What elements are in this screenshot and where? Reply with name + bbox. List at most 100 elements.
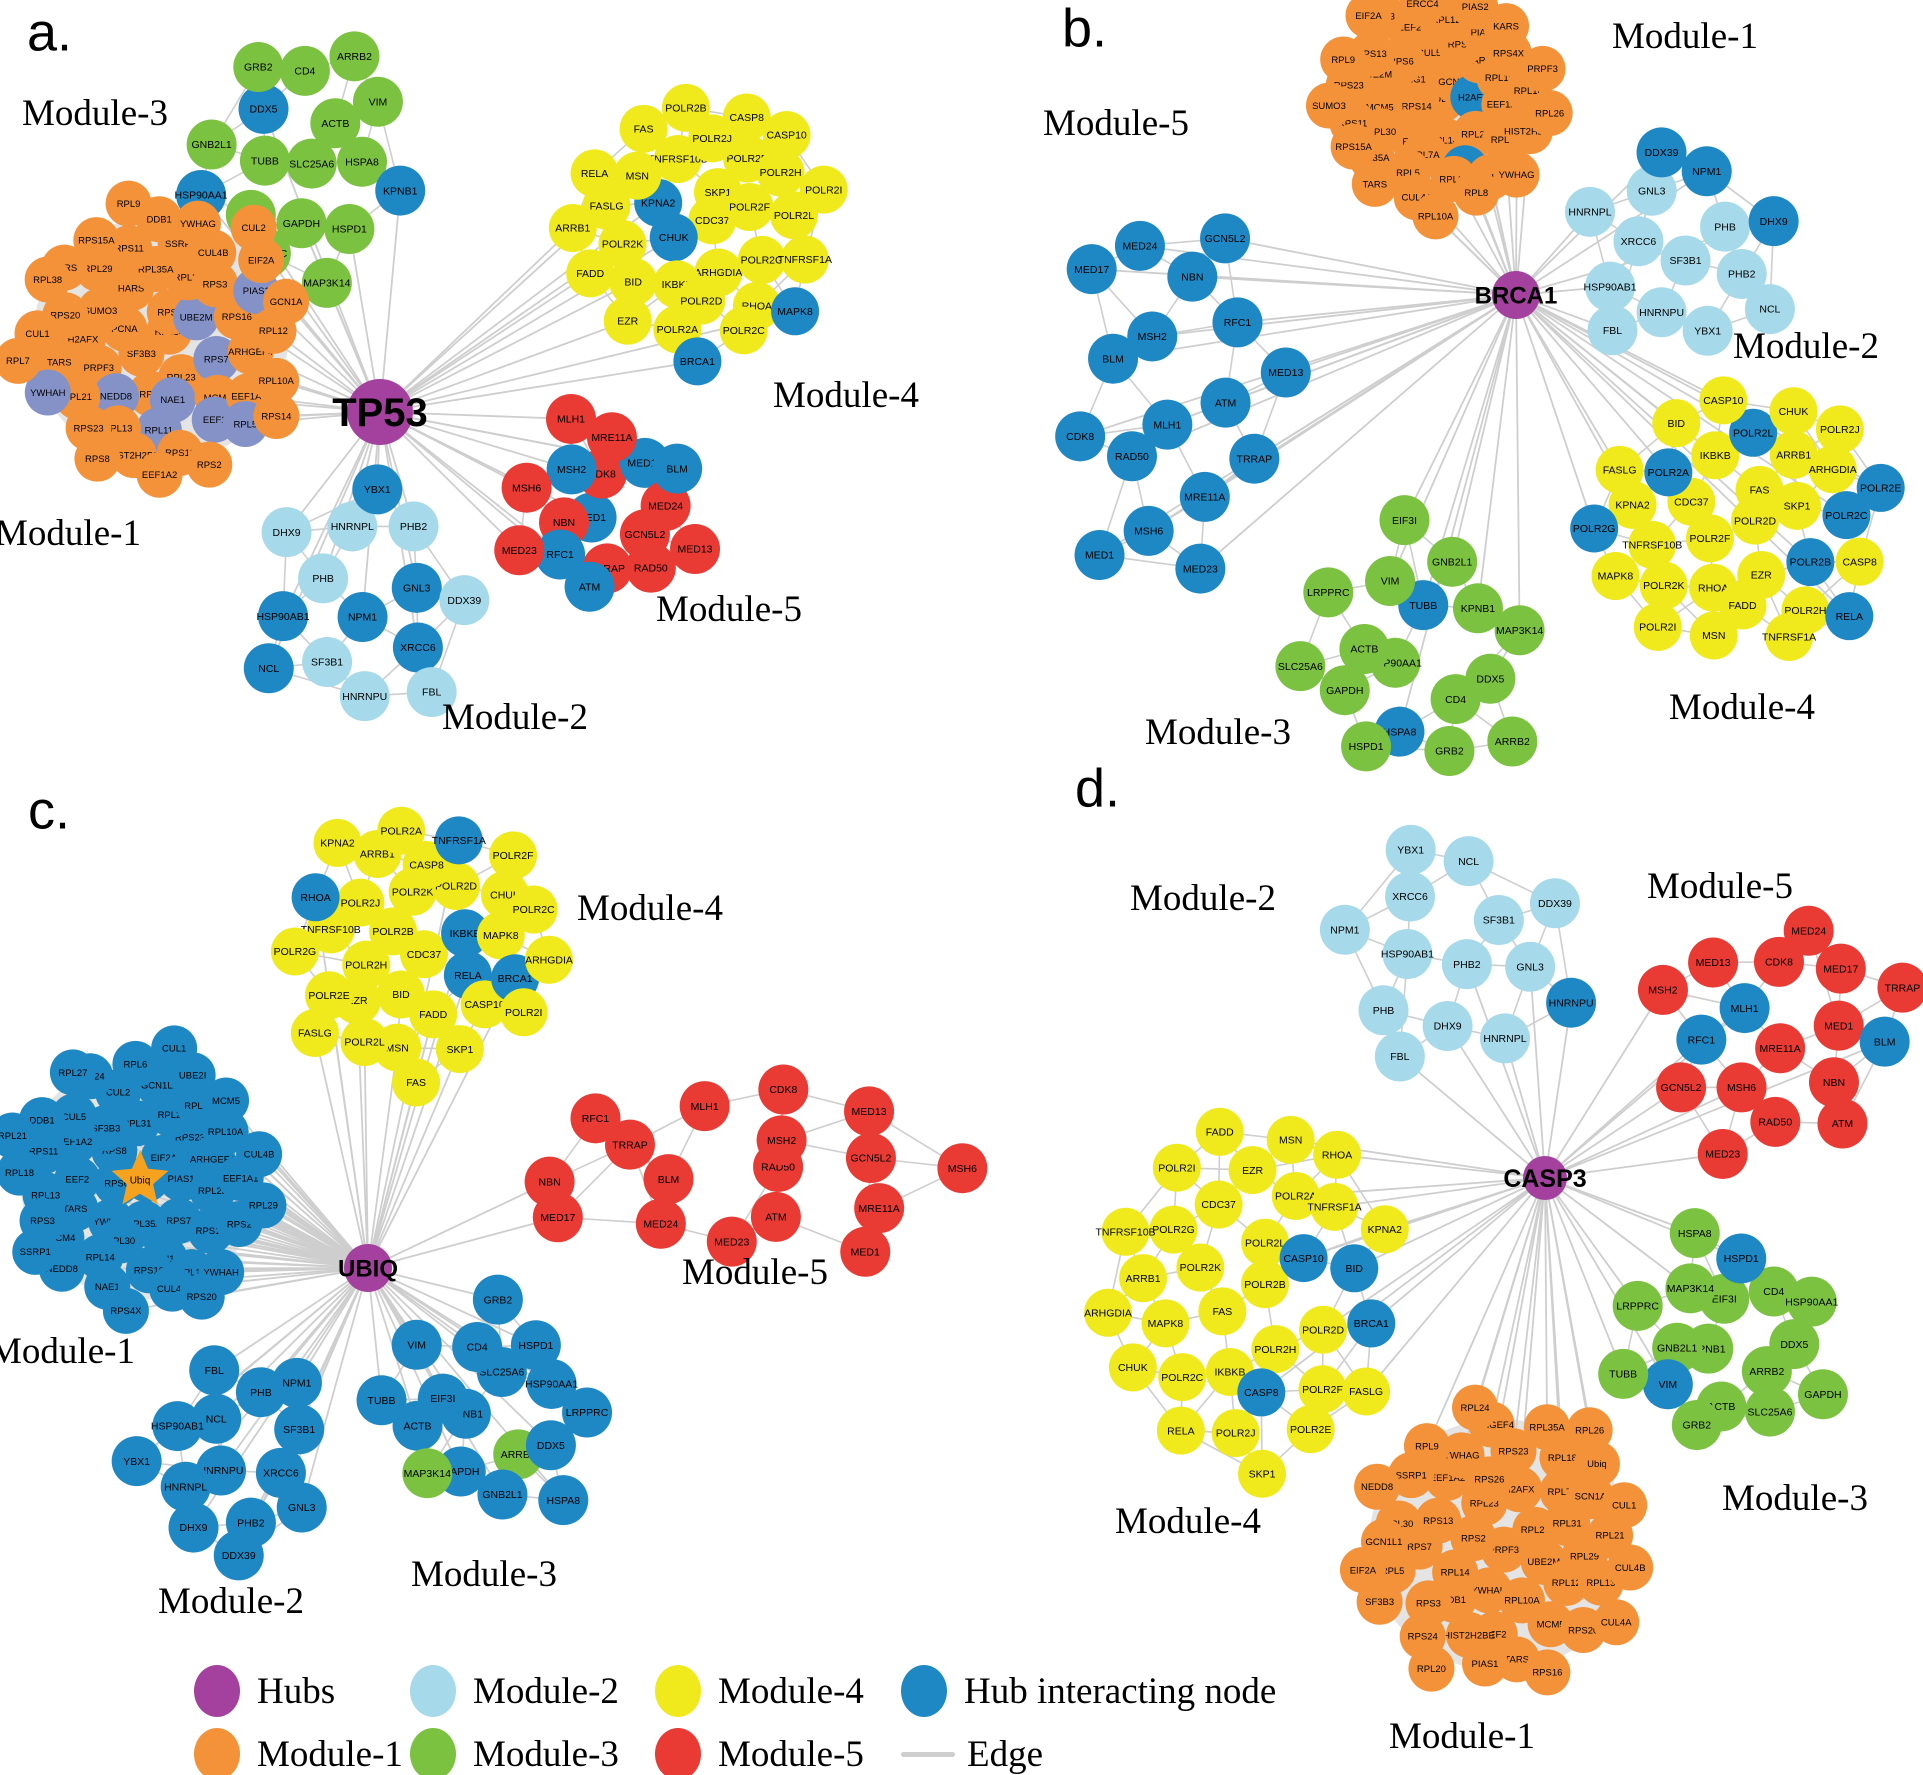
node-RFC1[interactable]	[1676, 1014, 1727, 1065]
node-FADD[interactable]	[1195, 1107, 1244, 1156]
node-POLR2B[interactable]	[661, 83, 710, 132]
node-SF3B1[interactable]	[1473, 894, 1524, 945]
node-YWHAG[interactable]	[174, 200, 221, 247]
node-ATM[interactable]	[564, 561, 615, 612]
node-YBX1[interactable]	[352, 464, 403, 515]
node-HNRNPL[interactable]	[1564, 186, 1615, 237]
node-ARRB1[interactable]	[548, 204, 597, 253]
node-MSH2[interactable]	[1127, 311, 1178, 362]
node-GAPDH[interactable]	[1797, 1369, 1848, 1420]
node-XRCC6[interactable]	[1385, 871, 1436, 922]
node-MLH1[interactable]	[1719, 983, 1770, 1034]
node-YBX1[interactable]	[1682, 305, 1733, 356]
node-HSPD1[interactable]	[1341, 721, 1392, 772]
node-TNFRSF1A[interactable]	[780, 235, 829, 284]
node-CASP8[interactable]	[1237, 1368, 1286, 1417]
node-CUL4B[interactable]	[1607, 1544, 1654, 1591]
node-GNB2L1[interactable]	[186, 119, 237, 170]
node-HSPD1[interactable]	[324, 203, 375, 254]
node-POLR2I[interactable]	[1152, 1143, 1201, 1192]
node-MED1[interactable]	[840, 1226, 891, 1277]
node-TNFRSF1A[interactable]	[1765, 613, 1814, 662]
node-RFC1[interactable]	[1212, 297, 1263, 348]
node-CD4[interactable]	[279, 45, 330, 96]
node-NBN[interactable]	[1808, 1057, 1859, 1108]
node-DHX9[interactable]	[1422, 1001, 1473, 1052]
node-RPL24[interactable]	[1452, 1384, 1499, 1431]
node-FBL[interactable]	[406, 667, 457, 718]
node-NCL[interactable]	[243, 643, 294, 694]
node-HSPD1[interactable]	[510, 1320, 561, 1371]
node-POLR2B[interactable]	[1241, 1260, 1290, 1309]
node-POLR2A[interactable]	[377, 806, 426, 855]
node-EEF1A2[interactable]	[136, 451, 183, 498]
node-ACTB[interactable]	[310, 98, 361, 149]
node-MAP3K14[interactable]	[402, 1448, 453, 1499]
node-POLR2G[interactable]	[270, 927, 319, 976]
node-RFC1[interactable]	[570, 1093, 621, 1144]
node-HNRNPL[interactable]	[160, 1461, 211, 1512]
node-LRPPRC[interactable]	[1303, 567, 1354, 618]
node-RPL9[interactable]	[105, 180, 152, 227]
node-TRRAP[interactable]	[1229, 433, 1280, 484]
node-BID[interactable]	[1652, 399, 1701, 448]
node-PHB2[interactable]	[1441, 939, 1492, 990]
node-MED24[interactable]	[1783, 905, 1834, 956]
node-RPS7[interactable]	[193, 336, 240, 383]
node-TRRAP[interactable]	[1877, 962, 1923, 1013]
node-HSPA8[interactable]	[538, 1475, 589, 1526]
node-GNB2L1[interactable]	[477, 1469, 528, 1520]
node-RPL29[interactable]	[240, 1182, 287, 1229]
node-ATM[interactable]	[1200, 377, 1251, 428]
node-HSPD1[interactable]	[1716, 1233, 1767, 1284]
node-CASP10[interactable]	[1699, 376, 1748, 425]
node-GNL3[interactable]	[1505, 941, 1556, 992]
node-GNL3[interactable]	[276, 1482, 327, 1533]
node-KPNA2[interactable]	[313, 818, 362, 867]
node-RAD50[interactable]	[1106, 431, 1157, 482]
node-FBL[interactable]	[1374, 1031, 1425, 1082]
node-HNRNPL[interactable]	[1479, 1013, 1530, 1064]
node-CHUK[interactable]	[1769, 387, 1818, 436]
node-SF3B1[interactable]	[302, 637, 353, 688]
node-DDX39[interactable]	[439, 575, 490, 626]
node-RELA[interactable]	[1825, 592, 1874, 641]
node-POLR2D[interactable]	[1299, 1305, 1348, 1354]
node-TUBB[interactable]	[239, 135, 290, 186]
node-HSP90AB1[interactable]	[152, 1401, 203, 1452]
node-MED13[interactable]	[844, 1086, 895, 1137]
node-POLR2A[interactable]	[1271, 1171, 1320, 1220]
node-POLR2H[interactable]	[1251, 1325, 1300, 1374]
node-FAS[interactable]	[619, 104, 668, 153]
node-ACTB[interactable]	[392, 1400, 443, 1451]
node-POLR2K[interactable]	[598, 220, 647, 269]
node-SF3B1[interactable]	[274, 1404, 325, 1455]
node-BRCA1[interactable]	[673, 337, 722, 386]
node-RPL20[interactable]	[1408, 1645, 1455, 1692]
node-RPS4X[interactable]	[102, 1287, 149, 1334]
node-BID[interactable]	[609, 257, 658, 306]
node-RPS16[interactable]	[1524, 1649, 1571, 1696]
node-POLR2G[interactable]	[1149, 1205, 1198, 1254]
node-MSN[interactable]	[1689, 611, 1738, 660]
node-SLC25A6[interactable]	[1275, 641, 1326, 692]
node-FAS[interactable]	[1735, 465, 1784, 514]
node-POLR2L[interactable]	[1241, 1218, 1290, 1267]
node-KPNB1[interactable]	[1452, 583, 1503, 634]
node-MCM5[interactable]	[203, 1077, 250, 1124]
node-HSP90AB1[interactable]	[1382, 928, 1433, 979]
node-MSN[interactable]	[1266, 1115, 1315, 1164]
node-MLH1[interactable]	[1142, 399, 1193, 450]
node-MED13[interactable]	[1688, 937, 1739, 988]
node-TNFRSF10B[interactable]	[1628, 520, 1677, 569]
node-RPL38[interactable]	[24, 256, 71, 303]
node-TNFRSF1A[interactable]	[1310, 1182, 1359, 1231]
node-PRPF3[interactable]	[1519, 45, 1566, 92]
node-MED17[interactable]	[532, 1192, 583, 1243]
node-FASLG[interactable]	[290, 1008, 339, 1057]
node-PHB[interactable]	[1358, 985, 1409, 1036]
node-MAPK8[interactable]	[771, 287, 820, 336]
node-PHB[interactable]	[1700, 201, 1751, 252]
node-RPL9[interactable]	[1320, 36, 1367, 83]
node-GRB2[interactable]	[472, 1274, 523, 1325]
